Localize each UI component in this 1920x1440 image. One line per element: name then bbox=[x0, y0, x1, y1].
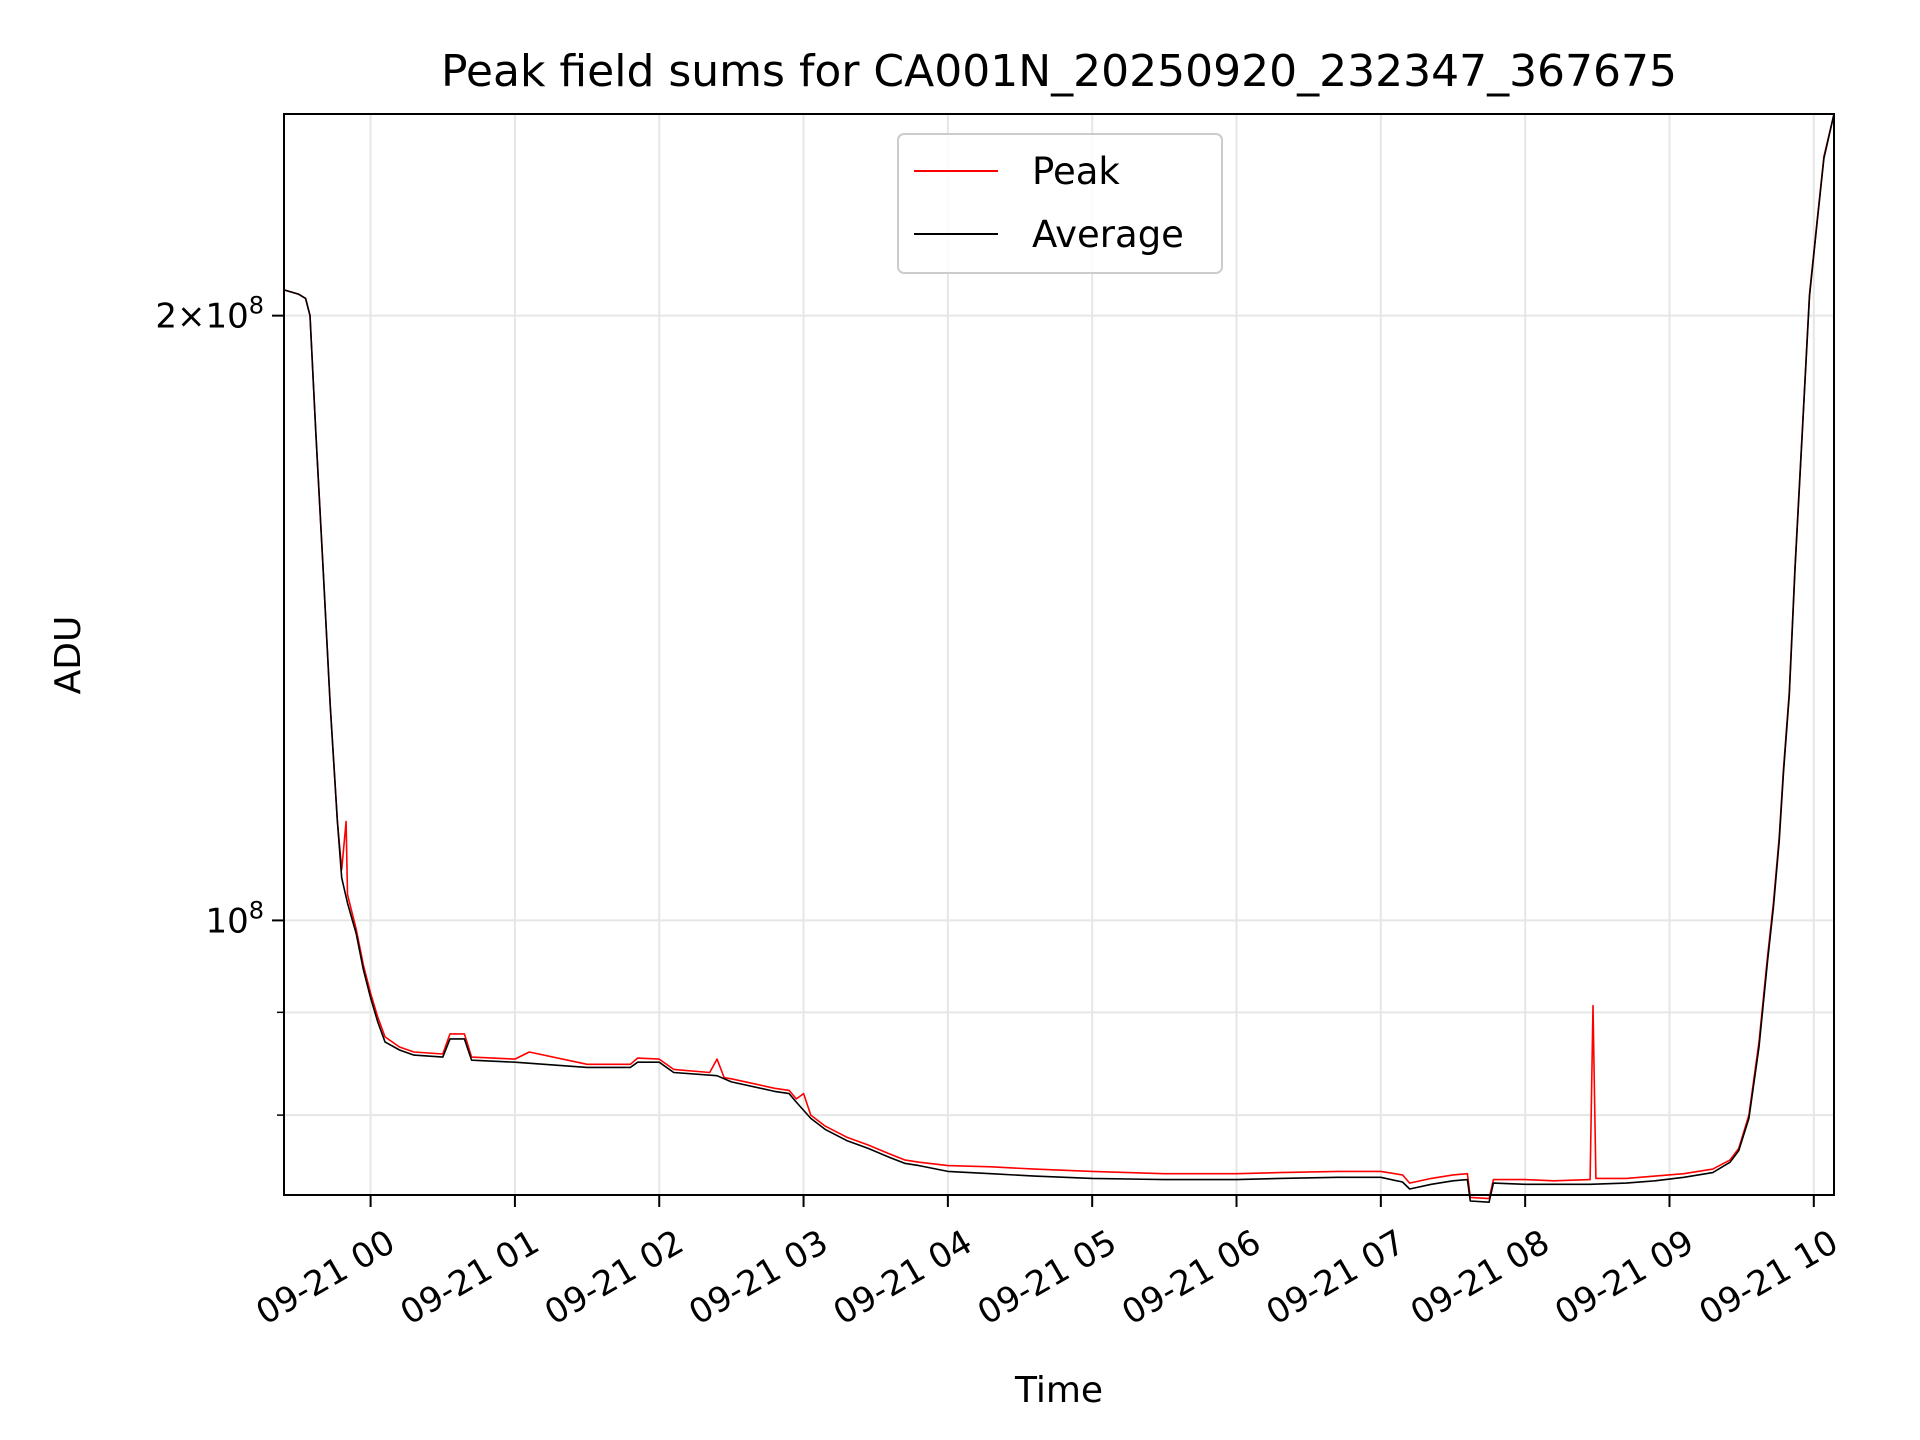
y-tick-label-base: 2×10 bbox=[155, 297, 248, 337]
series-line-average bbox=[283, 113, 1835, 1203]
chart-title: Peak field sums for CA001N_20250920_2323… bbox=[441, 46, 1677, 97]
y-tick-label-base: 10 bbox=[205, 901, 248, 941]
y-tick-label-exponent: 8 bbox=[249, 896, 264, 924]
y-tick-label-exponent: 8 bbox=[249, 292, 264, 320]
legend-frame bbox=[897, 133, 1223, 274]
legend-label-peak: Peak bbox=[1032, 150, 1120, 193]
y-tick-label: 108 bbox=[205, 896, 264, 941]
series-line-peak bbox=[283, 113, 1835, 1200]
y-axis-label: ADU bbox=[48, 616, 89, 695]
x-axis-label: Time bbox=[1014, 1370, 1103, 1411]
plot-area-frame bbox=[283, 113, 1835, 1196]
y-tick-label: 2×108 bbox=[155, 292, 264, 337]
series-layer bbox=[283, 113, 1835, 1203]
legend-label-average: Average bbox=[1032, 213, 1184, 256]
legend: Peak Average bbox=[897, 133, 1223, 274]
grid-layer bbox=[284, 114, 1834, 1195]
